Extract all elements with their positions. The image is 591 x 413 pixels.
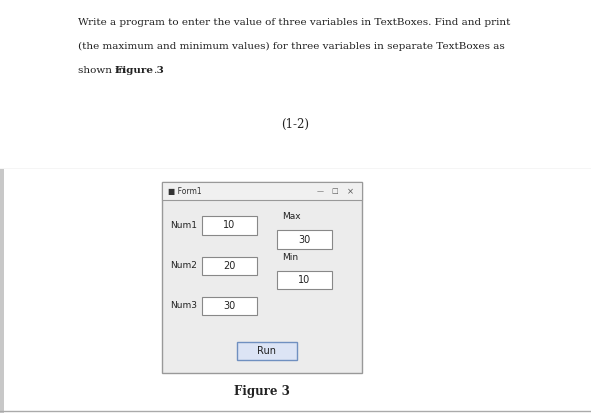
Text: ×: × <box>346 187 353 196</box>
Text: shown in: shown in <box>78 66 128 75</box>
Text: (the maximum and minimum values) for three variables in separate TextBoxes as: (the maximum and minimum values) for thr… <box>78 42 505 51</box>
Text: —: — <box>317 188 323 195</box>
Text: .: . <box>153 66 156 75</box>
Text: 20: 20 <box>223 261 236 271</box>
Bar <box>162 183 362 373</box>
Text: Num2: Num2 <box>170 261 197 270</box>
Text: 10: 10 <box>223 221 236 230</box>
Bar <box>202 297 257 315</box>
Bar <box>0 169 4 413</box>
Text: Num3: Num3 <box>170 301 197 310</box>
Text: Run: Run <box>258 346 277 356</box>
Bar <box>162 183 362 200</box>
Text: ■ Form1: ■ Form1 <box>168 187 202 196</box>
Text: (1-2): (1-2) <box>281 118 309 131</box>
Text: Write a program to enter the value of three variables in TextBoxes. Find and pri: Write a program to enter the value of th… <box>78 18 511 27</box>
Text: 30: 30 <box>223 301 236 311</box>
Text: Min: Min <box>282 253 298 261</box>
Text: Num1: Num1 <box>170 221 197 230</box>
Text: Figure 3: Figure 3 <box>115 66 164 75</box>
Text: Figure 3: Figure 3 <box>234 385 290 398</box>
Text: 30: 30 <box>298 235 311 244</box>
Text: □: □ <box>332 188 338 195</box>
Text: Max: Max <box>282 212 301 221</box>
Text: 10: 10 <box>298 275 311 285</box>
Bar <box>237 342 297 360</box>
Bar <box>277 230 332 249</box>
Bar <box>277 271 332 289</box>
Bar <box>202 256 257 275</box>
Bar <box>202 216 257 235</box>
